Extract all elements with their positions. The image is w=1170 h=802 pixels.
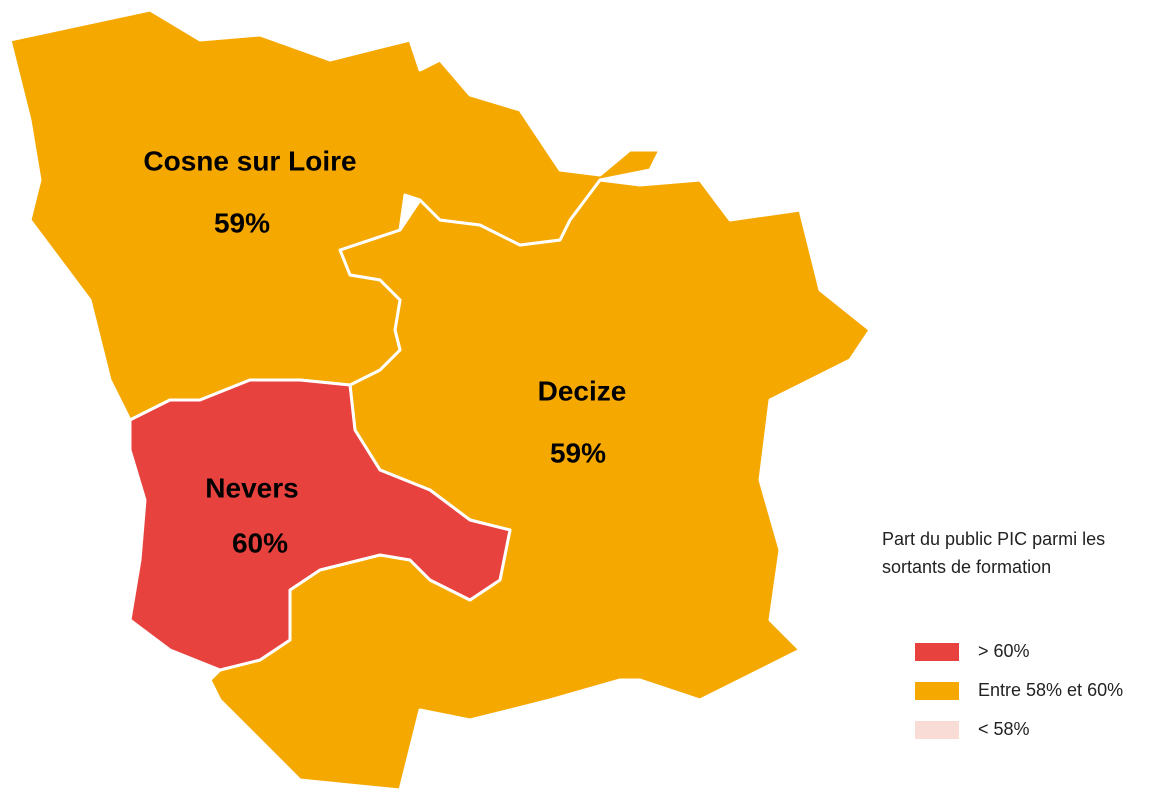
legend-label: < 58% — [978, 719, 1030, 739]
region-value: 59% — [214, 207, 270, 238]
region-name: Nevers — [205, 472, 298, 503]
region-value: 59% — [550, 437, 606, 468]
legend-title: sortants de formation — [882, 557, 1051, 577]
legend-swatch — [915, 682, 959, 700]
legend-swatch — [915, 721, 959, 739]
legend-title: Part du public PIC parmi les — [882, 529, 1105, 549]
region-nevers — [128, 378, 512, 672]
legend-label: > 60% — [978, 641, 1030, 661]
legend: > 60% Entre 58% et 60% < 58% — [915, 641, 1123, 739]
legend-label: Entre 58% et 60% — [978, 680, 1123, 700]
legend-swatch — [915, 643, 959, 661]
region-name: Decize — [538, 375, 627, 406]
region-name: Cosne sur Loire — [143, 145, 356, 176]
region-value: 60% — [232, 527, 288, 558]
